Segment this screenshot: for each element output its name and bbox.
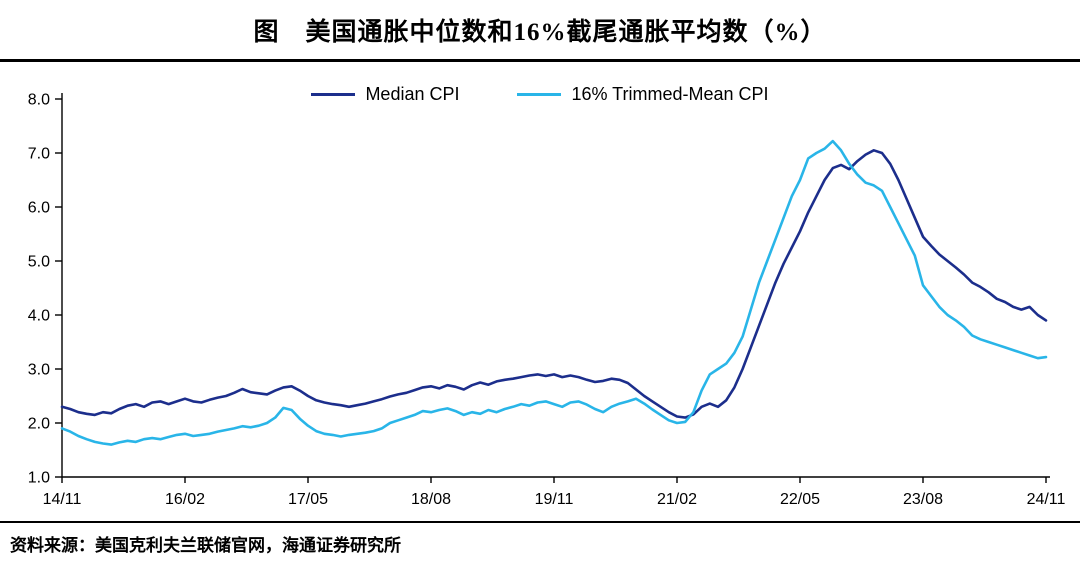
svg-text:21/02: 21/02 [657,491,697,508]
chart-title: 图 美国通胀中位数和16%截尾通胀平均数（%） [253,18,827,46]
svg-text:1.0: 1.0 [28,470,50,487]
series-lines [60,139,1048,446]
chart-title-bar: 图 美国通胀中位数和16%截尾通胀平均数（%） [0,0,1080,62]
svg-text:22/05: 22/05 [780,491,820,508]
svg-text:8.0: 8.0 [28,92,50,109]
svg-text:4.0: 4.0 [28,308,50,325]
y-axis: 1.0 2.0 3.0 4.0 5.0 6.0 7.0 8.0 [28,92,63,487]
svg-text:19/11: 19/11 [535,491,574,508]
svg-text:6.0: 6.0 [28,200,50,217]
x-axis: 14/11 16/02 17/05 18/08 19/11 21/02 22/05 23/08… [43,476,1066,508]
svg-text:3.0: 3.0 [28,362,50,379]
svg-text:24/11: 24/11 [1027,491,1066,508]
svg-text:16/02: 16/02 [165,491,205,508]
svg-text:18/08: 18/08 [411,491,451,508]
svg-text:7.0: 7.0 [28,146,50,163]
svg-text:14/11: 14/11 [43,491,82,508]
svg-text:23/08: 23/08 [903,491,943,508]
source-text: 资料来源：美国克利夫兰联储官网，海通证券研究所 [10,535,401,555]
svg-text:2.0: 2.0 [28,416,50,433]
source-bar: 资料来源：美国克利夫兰联储官网，海通证券研究所 [0,521,1080,563]
chart-area: Median CPI 16% Trimmed-Mean CPI 1.0 2.0 3.… [0,62,1080,521]
svg-text:17/05: 17/05 [288,491,328,508]
svg-text:5.0: 5.0 [28,254,50,271]
chart-svg: 1.0 2.0 3.0 4.0 5.0 6.0 7.0 8.0 14/11 16/02 17/05… [28,92,1066,509]
